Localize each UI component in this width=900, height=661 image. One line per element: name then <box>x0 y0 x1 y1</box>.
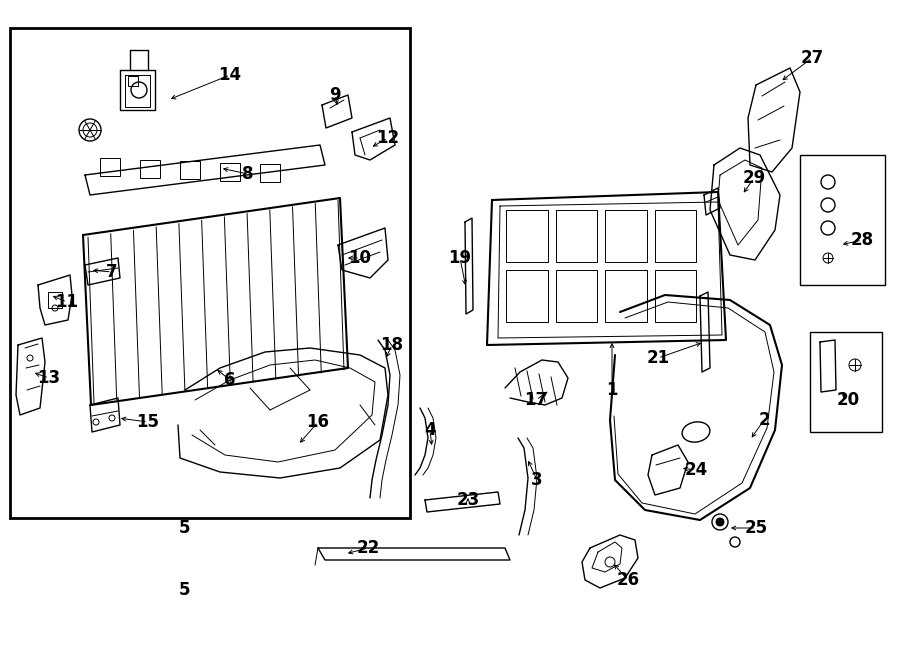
Text: 8: 8 <box>242 165 254 183</box>
Bar <box>654 270 696 322</box>
Text: 26: 26 <box>616 571 640 589</box>
Text: 17: 17 <box>525 391 547 409</box>
Bar <box>506 210 547 262</box>
Text: 13: 13 <box>38 369 60 387</box>
Bar <box>605 210 646 262</box>
Text: 16: 16 <box>307 413 329 431</box>
Bar <box>10 28 410 518</box>
Text: 24: 24 <box>684 461 707 479</box>
Bar <box>48 292 62 308</box>
Text: 23: 23 <box>456 491 480 509</box>
Text: 11: 11 <box>56 293 78 311</box>
Text: 27: 27 <box>800 49 824 67</box>
Bar <box>555 210 597 262</box>
Text: 1: 1 <box>607 381 617 399</box>
Text: 19: 19 <box>448 249 472 267</box>
Text: 3: 3 <box>531 471 543 489</box>
Text: 20: 20 <box>836 391 860 409</box>
Bar <box>506 270 547 322</box>
Text: 25: 25 <box>744 519 768 537</box>
Bar <box>605 270 646 322</box>
Text: 29: 29 <box>742 169 766 187</box>
Text: 7: 7 <box>106 263 118 281</box>
Bar <box>100 158 120 176</box>
Text: 22: 22 <box>356 539 380 557</box>
Text: 9: 9 <box>329 86 341 104</box>
Bar <box>555 270 597 322</box>
Bar <box>140 159 160 178</box>
Circle shape <box>716 518 724 526</box>
Bar <box>810 332 882 432</box>
Bar <box>260 164 280 182</box>
Bar <box>654 210 696 262</box>
Text: 6: 6 <box>224 371 236 389</box>
Bar <box>220 163 240 180</box>
Text: 14: 14 <box>219 66 241 84</box>
Text: 21: 21 <box>646 349 670 367</box>
Text: 28: 28 <box>850 231 874 249</box>
Bar <box>180 161 200 179</box>
Text: 15: 15 <box>137 413 159 431</box>
Text: 4: 4 <box>424 421 436 439</box>
Bar <box>128 76 138 86</box>
Text: 2: 2 <box>758 411 770 429</box>
Text: 12: 12 <box>376 129 400 147</box>
Text: 5: 5 <box>179 519 191 537</box>
Text: 5: 5 <box>179 581 191 599</box>
Text: 18: 18 <box>381 336 403 354</box>
Bar <box>800 155 885 285</box>
Text: 10: 10 <box>348 249 372 267</box>
